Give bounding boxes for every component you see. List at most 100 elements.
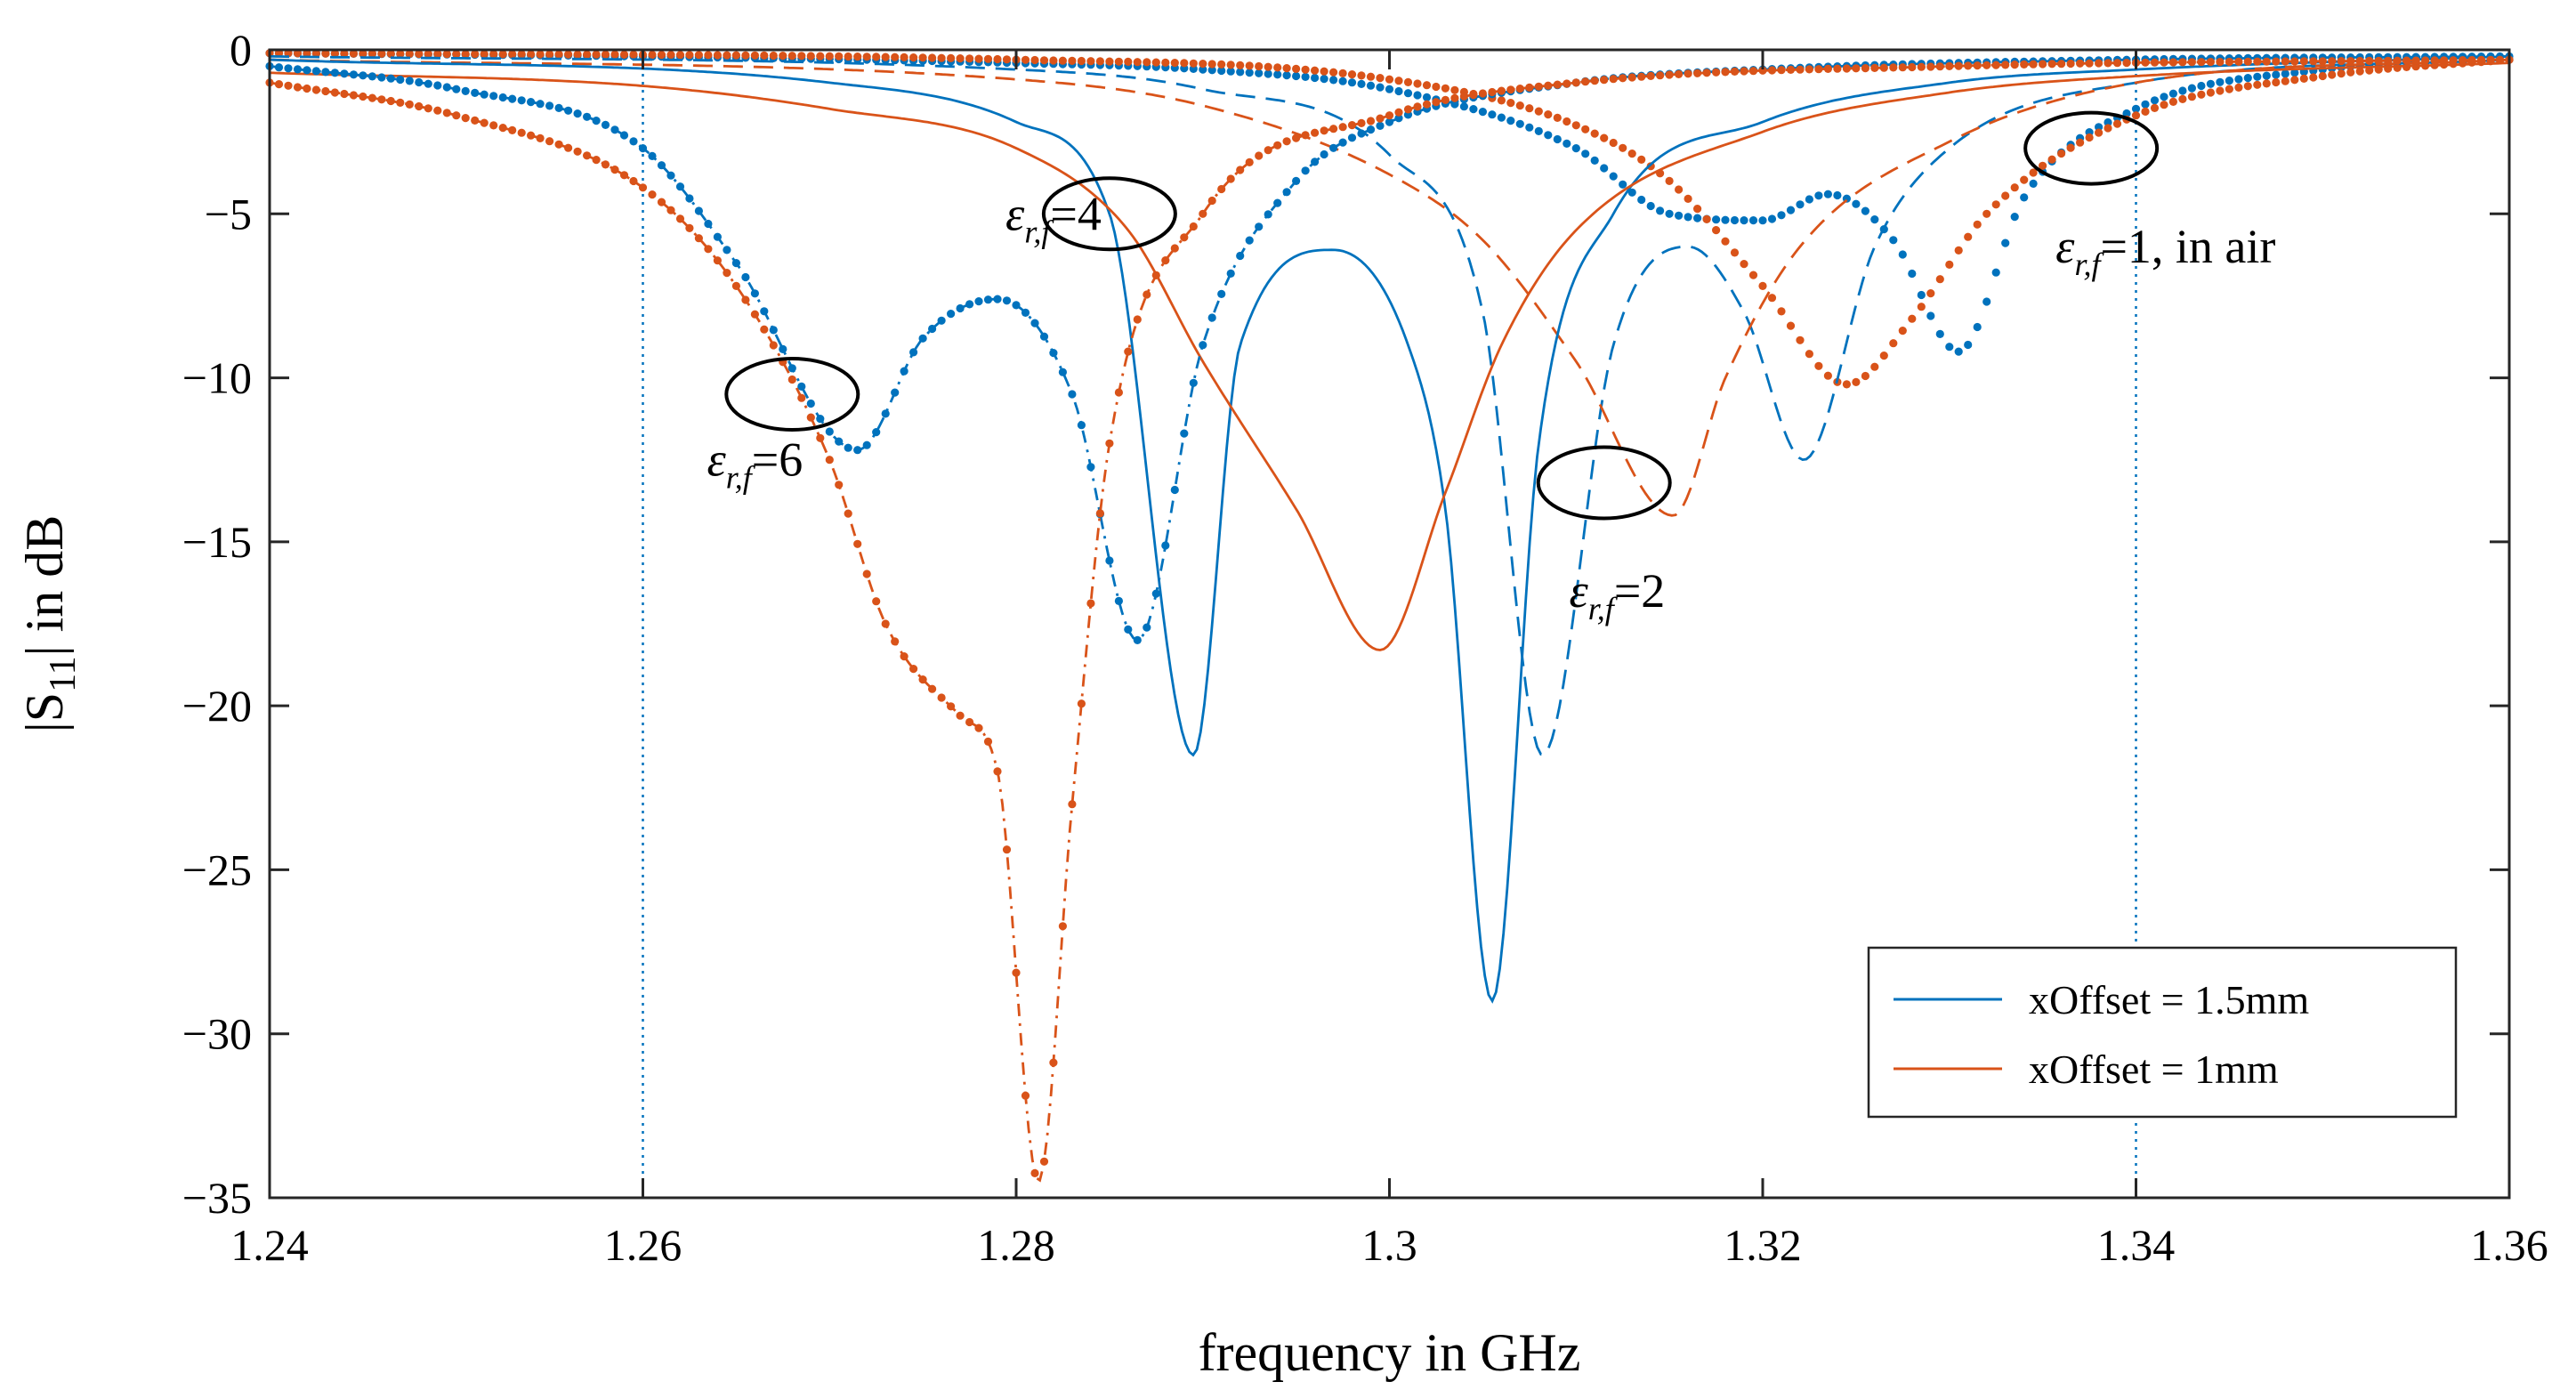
series-point xyxy=(1338,69,1347,77)
series-point xyxy=(1609,75,1618,84)
series-point xyxy=(835,481,844,489)
series-point xyxy=(1684,213,1692,222)
series-point xyxy=(2365,66,2374,75)
series-point xyxy=(760,325,769,334)
series-point xyxy=(1534,126,1543,135)
series-point xyxy=(1207,60,1216,69)
series-point xyxy=(1366,72,1376,81)
series-point xyxy=(1656,206,1665,215)
series-point xyxy=(2029,179,2038,188)
x-tick-label: 1.36 xyxy=(2470,1220,2548,1270)
series-point xyxy=(2141,107,2150,116)
series-point xyxy=(2216,58,2225,67)
series-point xyxy=(1991,200,2000,209)
x-tick-label: 1.28 xyxy=(977,1220,1055,1270)
series-point xyxy=(396,49,405,59)
series-point xyxy=(536,100,545,109)
series-point xyxy=(2197,90,2206,99)
series-point xyxy=(787,52,796,61)
series-point xyxy=(1376,74,1385,83)
series-point xyxy=(583,112,592,121)
annotation-ellipse xyxy=(1041,176,1177,252)
annotation-ellipse xyxy=(724,357,860,432)
series-point xyxy=(1982,61,1991,69)
series-point xyxy=(2225,57,2233,67)
series-point xyxy=(1207,196,1216,206)
series-point xyxy=(545,101,554,110)
series-point xyxy=(452,111,461,120)
series-point xyxy=(2001,61,2010,69)
series-point xyxy=(1786,206,1796,214)
series-eps-6-xoffset-1mm xyxy=(265,55,2514,1183)
series-point xyxy=(1675,69,1684,78)
series-point xyxy=(1207,66,1216,75)
series-point xyxy=(415,49,424,59)
series-point xyxy=(2272,70,2281,79)
series-point xyxy=(1823,371,1832,380)
series-point xyxy=(274,63,284,72)
legend-label-xoffset-1-5mm: xOffset = 1.5mm xyxy=(2029,977,2309,1022)
x-tick-label: 1.26 xyxy=(604,1220,682,1270)
series-point xyxy=(536,50,545,59)
series-point xyxy=(844,52,852,61)
series-point xyxy=(2262,57,2271,66)
series-point xyxy=(2262,71,2271,80)
series-point xyxy=(1767,294,1777,303)
series-point xyxy=(2459,56,2467,65)
series-point xyxy=(1935,62,1944,71)
series-point xyxy=(349,70,358,79)
series-point xyxy=(2318,71,2327,81)
series-point xyxy=(1199,60,1207,69)
series-point xyxy=(1823,190,1832,198)
series-point xyxy=(2253,57,2262,66)
series-point xyxy=(1684,69,1692,78)
series-point xyxy=(1264,210,1272,219)
series-line xyxy=(269,55,2510,1004)
series-point xyxy=(1049,349,1058,358)
series-point xyxy=(685,194,694,203)
series-point xyxy=(2160,58,2168,67)
series-point xyxy=(731,51,741,60)
series-point xyxy=(424,104,432,113)
series-point xyxy=(1693,205,1702,214)
series-point xyxy=(1627,149,1636,158)
annotation-label: εr,f=1, in air xyxy=(2055,220,2275,282)
series-point xyxy=(741,272,750,282)
series-point xyxy=(1935,329,1944,338)
series-point xyxy=(471,88,480,97)
series-point xyxy=(424,50,432,59)
series-point xyxy=(1058,56,1067,65)
series-point xyxy=(1347,70,1357,79)
series-point xyxy=(1366,117,1376,125)
series-point xyxy=(1964,340,1973,350)
series-point xyxy=(274,80,284,89)
series-point xyxy=(2281,69,2289,78)
series-point xyxy=(2206,58,2215,67)
series-point xyxy=(844,509,852,518)
series-point xyxy=(1917,303,1926,311)
series-point xyxy=(573,50,582,59)
series-point xyxy=(1180,59,1189,68)
series-point xyxy=(1740,260,1748,269)
series-point xyxy=(1161,58,1170,67)
series-point xyxy=(2029,168,2038,177)
series-point xyxy=(872,428,881,437)
series-point xyxy=(937,316,946,325)
series-point xyxy=(1114,57,1123,66)
series-point xyxy=(1870,215,1879,224)
series-point xyxy=(1852,377,1861,386)
y-tick-label: −20 xyxy=(182,681,252,731)
series-point xyxy=(498,124,507,133)
series-point xyxy=(1002,845,1012,854)
series-point xyxy=(1394,114,1403,123)
series-point xyxy=(2104,117,2112,127)
x-tick-label: 1.34 xyxy=(2097,1220,2176,1270)
series-point xyxy=(1619,143,1627,152)
series-point xyxy=(405,100,414,109)
series-point xyxy=(1030,55,1039,65)
series-point xyxy=(2001,238,2010,247)
series-point xyxy=(1012,968,1021,977)
series-point xyxy=(666,171,675,180)
series-point xyxy=(2216,77,2225,86)
